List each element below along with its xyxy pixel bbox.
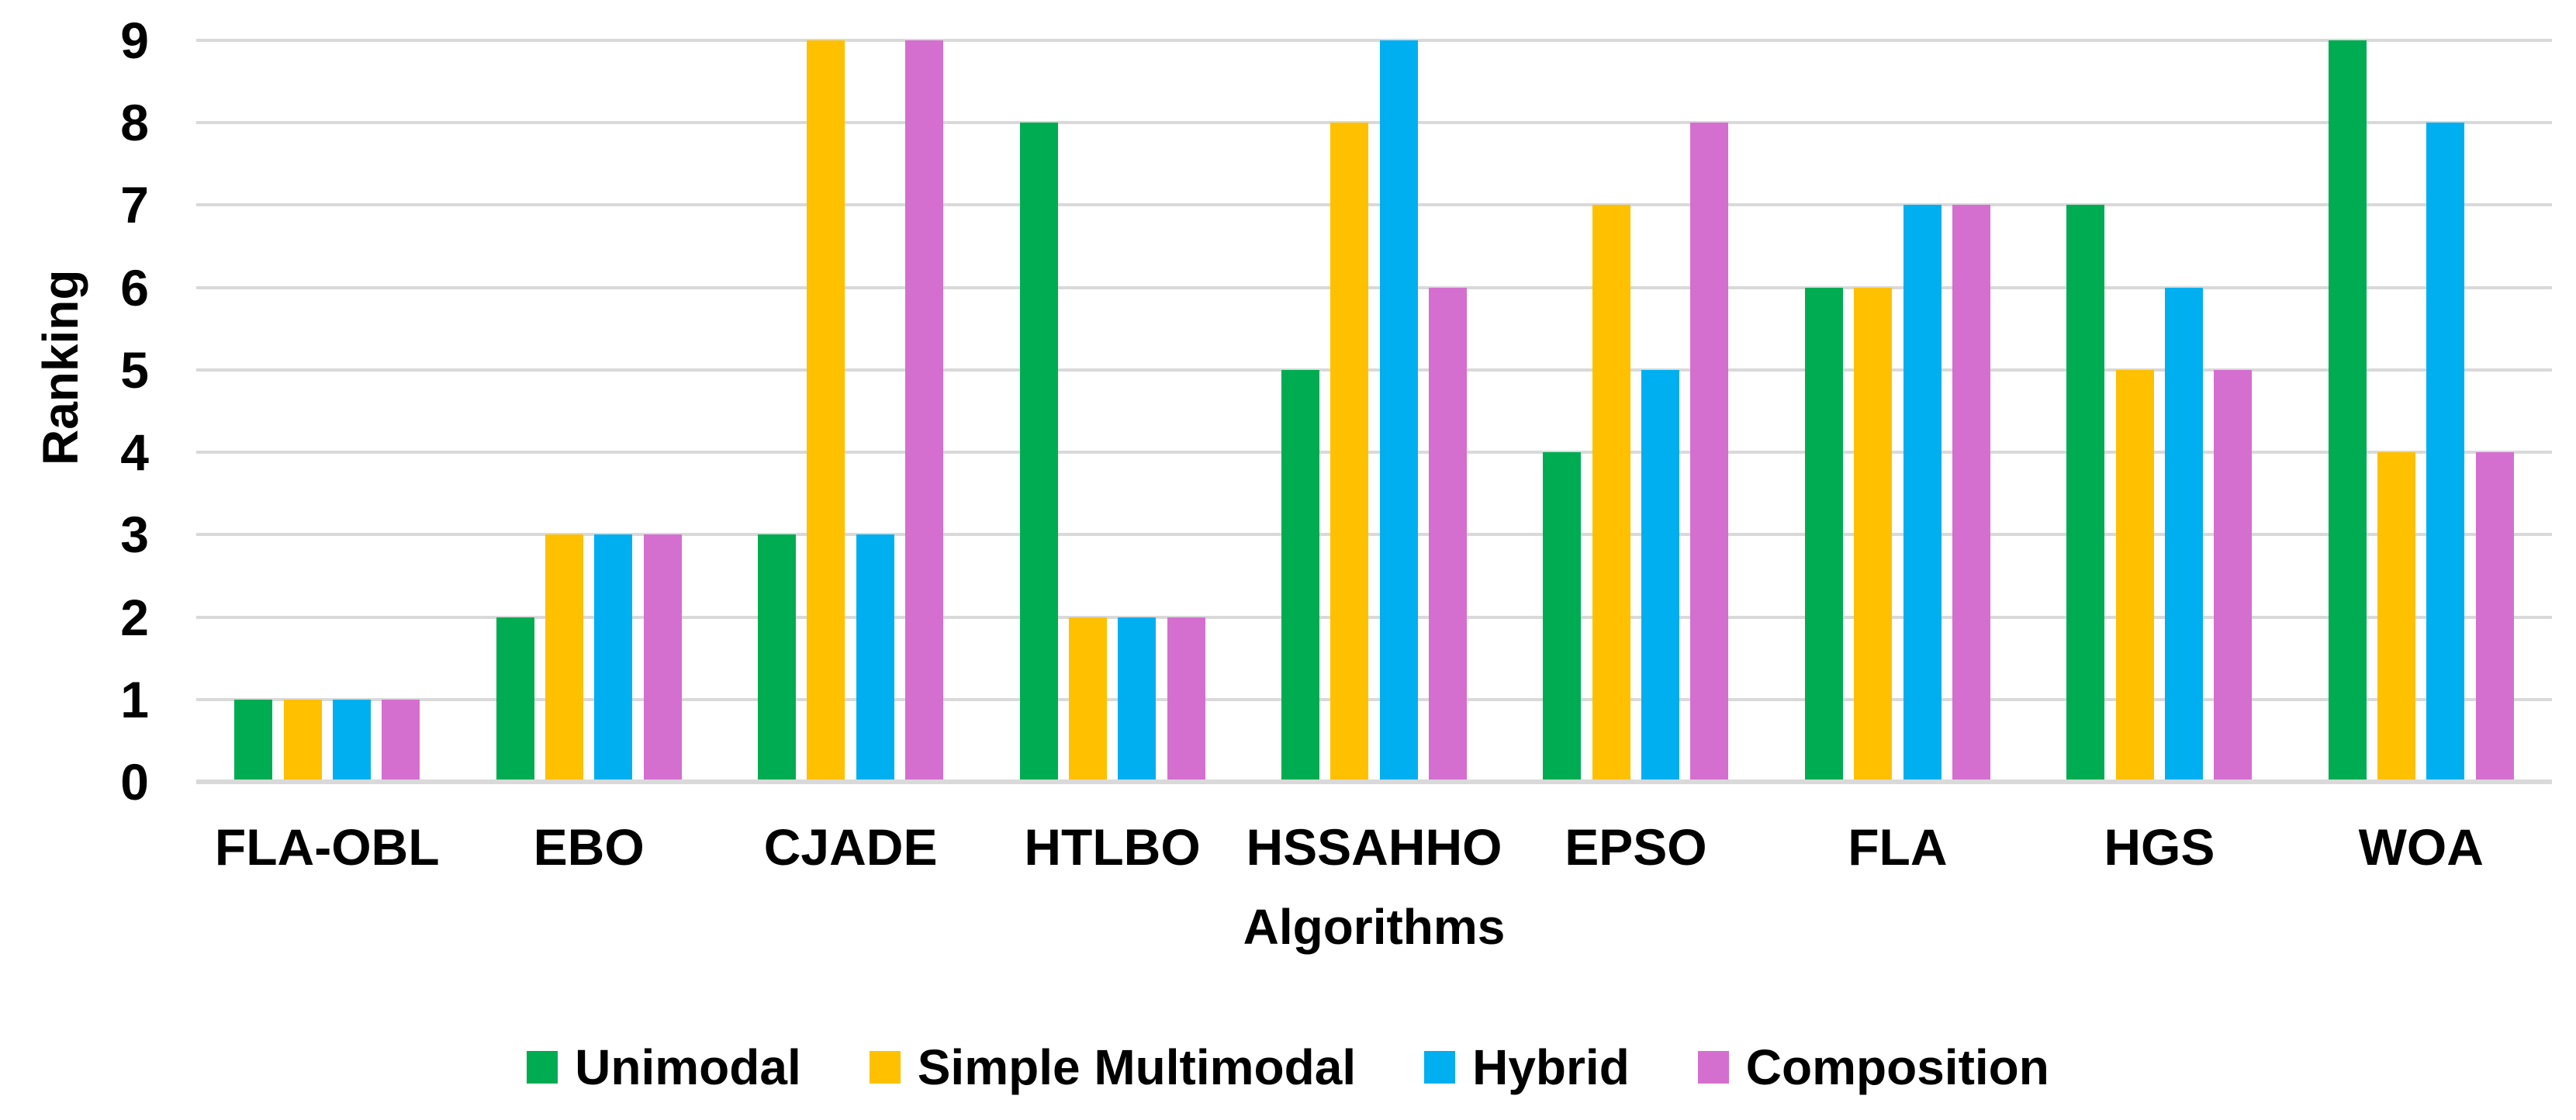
legend-item-hybrid: Hybrid xyxy=(1424,1030,1630,1104)
x-axis-category-label: WOA xyxy=(2358,818,2484,876)
x-axis-line xyxy=(196,780,2552,784)
bar-hybrid-epso xyxy=(1641,369,1680,782)
x-axis-category-label: CJADE xyxy=(763,818,938,876)
bar-composition-fla-obl xyxy=(382,699,420,782)
bar-composition-hgs xyxy=(2214,369,2253,782)
bar-hybrid-htlbo xyxy=(1118,617,1157,782)
bar-simple-multimodal-fla xyxy=(1854,287,1893,782)
legend-item-simple-multimodal: Simple Multimodal xyxy=(869,1030,1357,1104)
bar-hybrid-fla-obl xyxy=(332,699,371,782)
legend-label: Simple Multimodal xyxy=(917,1039,1357,1095)
bar-composition-cjade xyxy=(905,40,944,782)
x-axis-category-label: FLA xyxy=(1848,818,1948,876)
gridline xyxy=(196,697,2552,701)
bar-unimodal-fla-obl xyxy=(234,699,273,782)
bar-simple-multimodal-ebo xyxy=(545,534,584,782)
bar-unimodal-ebo xyxy=(496,617,534,782)
bar-composition-woa xyxy=(2475,452,2514,782)
gridline xyxy=(196,203,2552,207)
bar-composition-ebo xyxy=(643,534,682,782)
bar-unimodal-cjade xyxy=(758,534,797,782)
gridline xyxy=(196,533,2552,537)
bar-hybrid-hssahho xyxy=(1379,40,1418,782)
y-tick-label: 9 xyxy=(120,12,149,69)
legend-swatch-icon xyxy=(1424,1051,1456,1084)
bar-simple-multimodal-hssahho xyxy=(1330,123,1369,782)
legend-label: Composition xyxy=(1745,1039,2049,1095)
bar-unimodal-htlbo xyxy=(1019,123,1058,782)
bar-composition-hssahho xyxy=(1428,287,1467,782)
y-tick-label: 6 xyxy=(120,258,149,316)
bar-composition-htlbo xyxy=(1167,617,1205,782)
x-axis-category-label: HTLBO xyxy=(1024,818,1201,876)
x-axis-category-label: FLA-OBL xyxy=(214,818,440,876)
gridline xyxy=(196,615,2552,619)
legend-swatch-icon xyxy=(1697,1051,1729,1084)
bar-composition-fla xyxy=(1952,205,1990,782)
legend-swatch-icon xyxy=(869,1051,901,1084)
bar-simple-multimodal-woa xyxy=(2377,452,2416,782)
y-tick-label: 4 xyxy=(120,423,149,482)
bar-unimodal-hssahho xyxy=(1281,369,1320,782)
y-tick-label: 3 xyxy=(120,506,149,564)
x-axis-title: Algorithms xyxy=(1243,899,1506,955)
x-axis-category-label: HGS xyxy=(2104,818,2215,876)
x-axis-category-label: EPSO xyxy=(1565,818,1707,876)
bar-unimodal-hgs xyxy=(2066,205,2105,782)
bar-simple-multimodal-hgs xyxy=(2115,369,2154,782)
bar-hybrid-cjade xyxy=(856,534,894,782)
bar-unimodal-fla xyxy=(1804,287,1843,782)
bar-unimodal-woa xyxy=(2328,40,2367,782)
gridline xyxy=(196,451,2552,455)
bar-hybrid-woa xyxy=(2426,123,2465,782)
y-tick-label: 0 xyxy=(120,753,149,811)
bar-hybrid-hgs xyxy=(2164,287,2203,782)
legend-item-unimodal: Unimodal xyxy=(527,1030,801,1104)
bar-hybrid-ebo xyxy=(594,534,633,782)
chart-legend: Unimodal Simple Multimodal Hybrid Compositi… xyxy=(0,1030,2576,1104)
bar-simple-multimodal-htlbo xyxy=(1068,617,1107,782)
y-tick-label: 5 xyxy=(120,340,149,399)
bar-simple-multimodal-cjade xyxy=(807,40,845,782)
y-tick-label: 2 xyxy=(120,588,149,646)
legend-item-composition: Composition xyxy=(1697,1030,2049,1104)
legend-label: Unimodal xyxy=(575,1039,801,1095)
y-tick-label: 8 xyxy=(120,94,149,152)
bar-unimodal-epso xyxy=(1543,452,1582,782)
gridline xyxy=(196,285,2552,289)
legend-swatch-icon xyxy=(527,1051,558,1084)
gridline xyxy=(196,39,2552,42)
gridline xyxy=(196,368,2552,372)
gridline xyxy=(196,121,2552,125)
x-axis-category-label: EBO xyxy=(533,818,645,876)
legend-label: Hybrid xyxy=(1472,1039,1630,1095)
bar-simple-multimodal-fla-obl xyxy=(283,699,322,782)
bar-hybrid-fla xyxy=(1903,205,1942,782)
y-tick-label: 1 xyxy=(120,670,149,728)
bar-simple-multimodal-epso xyxy=(1592,205,1630,782)
y-tick-label: 7 xyxy=(120,176,149,234)
bar-composition-epso xyxy=(1690,123,1729,782)
x-axis-category-label: HSSAHHO xyxy=(1246,818,1502,876)
